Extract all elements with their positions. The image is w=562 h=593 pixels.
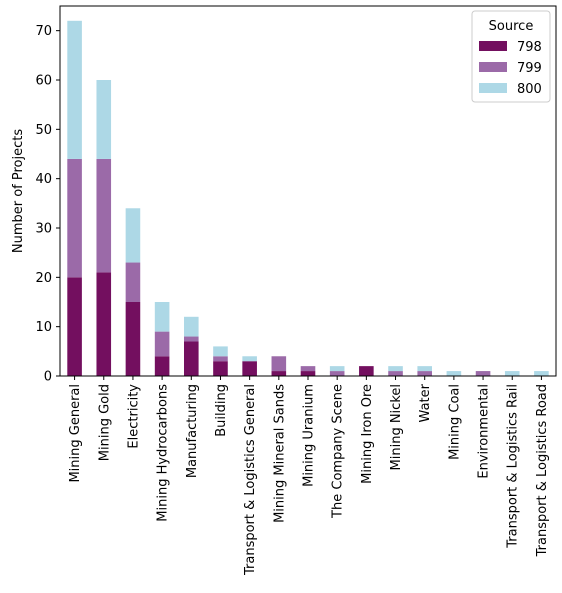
bar-segment-1-11	[359, 366, 374, 376]
bar-segment-2-5	[184, 336, 199, 342]
x-tick-label: Manufacturing	[185, 384, 200, 478]
y-axis-label: Number of Projects	[11, 129, 26, 253]
legend: Source 798 799 800	[471, 10, 551, 103]
bar-segment-1-4	[154, 356, 170, 376]
bar-segment-3-10	[329, 366, 345, 372]
bar-segment-2-4	[154, 331, 170, 357]
bar-segment-3-3	[125, 208, 141, 263]
bar-segment-1-7	[242, 361, 257, 376]
bar-segment-3-12	[388, 366, 403, 372]
x-axis: Mining General Mining Gold Electricity Mini…	[68, 376, 550, 576]
x-tick-label: Environmental	[477, 384, 492, 479]
legend-title: Source	[489, 19, 534, 34]
legend-swatch-2	[479, 62, 507, 72]
bar-segment-2-6	[213, 356, 228, 362]
bar-segment-3-5	[184, 316, 199, 337]
x-tick-label: Mining Iron Ore	[360, 384, 375, 484]
bar-segment-2-12	[388, 371, 403, 376]
y-tick-label: 40	[35, 172, 52, 187]
bar-segment-1-8	[271, 371, 287, 376]
x-tick-label: Mining Coal	[447, 384, 462, 460]
bar-segment-3-1	[67, 20, 82, 159]
bar-segment-2-2	[96, 158, 112, 273]
x-tick-label: Mining Nickel	[389, 384, 404, 470]
legend-entry-3: 800	[517, 82, 542, 97]
x-tick-label: Mining Gold	[97, 384, 112, 461]
x-tick-label: Transport & Logistics General	[243, 384, 258, 576]
x-tick-label: Mining Uranium	[302, 384, 317, 487]
legend-entry-2: 799	[517, 61, 542, 76]
bar-segment-1-9	[300, 371, 316, 376]
bar-segment-1-5	[184, 341, 199, 376]
y-tick-label: 0	[44, 370, 52, 385]
legend-swatch-1	[479, 41, 507, 51]
bar-segment-3-2	[96, 80, 112, 159]
y-tick-label: 50	[35, 123, 52, 138]
legend-swatch-3	[479, 83, 507, 93]
bar-segment-2-1	[67, 158, 82, 278]
bar-segment-1-1	[67, 277, 82, 376]
y-tick-label: 70	[35, 24, 52, 39]
bar-segment-2-3	[125, 262, 141, 302]
x-tick-label: Electricity	[126, 384, 141, 449]
y-tick-label: 60	[35, 74, 52, 89]
bar-segment-1-6	[213, 361, 228, 376]
bar-segment-3-17	[534, 371, 549, 376]
x-tick-label: Building	[214, 384, 229, 437]
plot-frame	[59, 5, 557, 377]
x-tick-label: Water	[418, 383, 433, 422]
bar-segment-3-6	[213, 346, 228, 357]
bar-segment-2-10	[329, 371, 345, 376]
x-tick-label: The Company Scene	[331, 384, 346, 519]
x-tick-label: Transport & Logistics Road	[535, 384, 550, 557]
legend-entry-1: 798	[517, 40, 542, 55]
bar-segment-2-13	[417, 371, 432, 376]
y-tick-label: 30	[35, 222, 52, 237]
x-tick-label: Mining Mineral Sands	[272, 384, 287, 523]
y-tick-label: 20	[35, 271, 52, 286]
bar-segment-2-15	[475, 371, 491, 376]
bar-segment-2-8	[271, 356, 287, 372]
bar-segment-1-2	[96, 272, 112, 376]
y-tick-label: 10	[35, 320, 52, 335]
bar-segment-3-16	[504, 371, 520, 376]
bars-layer	[67, 20, 549, 376]
x-tick-label: Mining Hydrocarbons	[156, 384, 171, 522]
bar-segment-1-3	[125, 302, 141, 376]
x-tick-label: Transport & Logistics Rail	[506, 384, 521, 549]
bar-segment-3-7	[242, 356, 257, 362]
bar-segment-3-14	[446, 371, 462, 376]
bar-segment-3-13	[417, 366, 432, 372]
legend-box	[471, 10, 551, 103]
x-tick-label: Mining General	[68, 384, 83, 483]
y-axis: 0 10 20 30 40 50 60 70	[35, 24, 60, 385]
bar-segment-3-4	[154, 302, 170, 332]
bar-segment-2-9	[300, 366, 316, 372]
